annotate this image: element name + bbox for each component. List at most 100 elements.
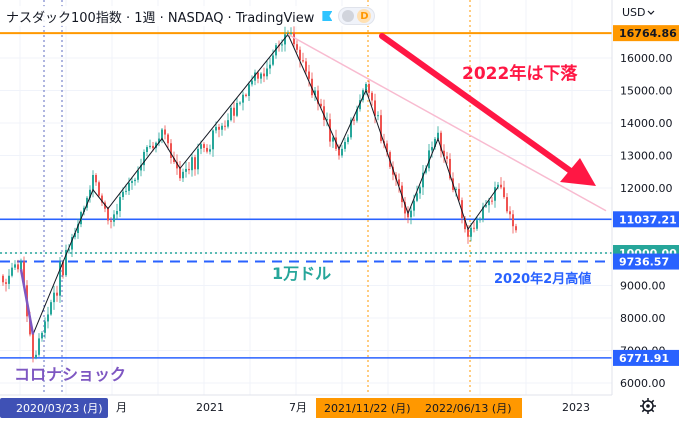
- flag-icon[interactable]: [322, 11, 333, 21]
- candle-body: [89, 189, 91, 198]
- candle-body: [416, 193, 418, 201]
- y-tick-label: 9000.00: [620, 280, 666, 293]
- candle-body: [482, 206, 484, 220]
- candle-body: [239, 102, 241, 104]
- candle-body: [92, 175, 94, 190]
- candle-body: [29, 316, 31, 335]
- y-tick-label: 13000.00: [620, 150, 673, 163]
- y-tick-label: 14000.00: [620, 117, 673, 130]
- candle-body: [404, 202, 406, 214]
- candle-body: [152, 145, 154, 149]
- candle-body: [374, 100, 376, 116]
- candle-body: [323, 106, 325, 120]
- candle-body: [269, 64, 271, 69]
- candle-body: [182, 171, 184, 179]
- candles: [2, 26, 517, 363]
- candle-body: [290, 32, 292, 34]
- candle-body: [143, 151, 145, 166]
- candle-body: [332, 137, 334, 142]
- candle-body: [191, 157, 193, 171]
- candle-body: [32, 334, 34, 358]
- x-tick-jul: 7月: [289, 401, 307, 414]
- candle-body: [137, 170, 139, 180]
- candle-body: [485, 205, 487, 207]
- candle-body: [305, 61, 307, 72]
- candle-body: [446, 156, 448, 159]
- candle-body: [128, 182, 130, 191]
- candle-body: [263, 73, 265, 77]
- candle-body: [125, 190, 127, 192]
- candle-body: [467, 229, 469, 237]
- chart-header: ナスダック100指数 · 1週 · NASDAQ · TradingView D: [6, 6, 380, 26]
- candle-body: [344, 141, 346, 149]
- candle-body: [23, 261, 25, 286]
- candle-body: [116, 211, 118, 215]
- candle-body: [44, 321, 46, 333]
- candle-body: [377, 115, 379, 117]
- candle-body: [257, 72, 259, 79]
- candle-body: [314, 90, 316, 96]
- candle-body: [65, 249, 67, 276]
- visibility-toggle[interactable]: D: [338, 7, 376, 25]
- candle-body: [2, 275, 4, 283]
- candle-body: [164, 129, 166, 135]
- left-date-tag: [0, 398, 108, 418]
- candle-body: [371, 92, 373, 101]
- candle-body: [368, 84, 370, 93]
- candle-body: [500, 184, 502, 188]
- chevron-down-icon[interactable]: [647, 10, 655, 15]
- candle-body: [236, 103, 238, 116]
- candle-body: [140, 165, 142, 171]
- candle-body: [443, 150, 445, 157]
- candle-body: [266, 68, 268, 77]
- candle-body: [110, 220, 112, 222]
- candle-body: [308, 71, 310, 79]
- candle-body: [431, 147, 433, 151]
- candle-body: [407, 213, 409, 218]
- candle-body: [296, 44, 298, 50]
- candle-body: [173, 157, 175, 162]
- candle-body: [359, 100, 361, 110]
- candle-body: [488, 200, 490, 206]
- price-tag-bg: [613, 349, 679, 366]
- candle-body: [95, 175, 97, 183]
- candle-body: [272, 55, 274, 65]
- left-date-label: 2020/03/23 (月): [16, 402, 102, 415]
- candle-body: [221, 125, 223, 130]
- peak-date-label: 2021/11/22 (月): [324, 402, 410, 415]
- candle-body: [230, 107, 232, 121]
- candle-body: [503, 187, 505, 198]
- candle-body: [506, 197, 508, 212]
- candle-body: [497, 184, 499, 188]
- price-axis[interactable]: USD 6000.007000.008000.009000.0010000.00…: [611, 0, 680, 395]
- zigzag-trend-line: [32, 33, 499, 335]
- candle-body: [188, 168, 190, 171]
- candle-body: [167, 134, 169, 144]
- gear-icon[interactable]: [640, 398, 656, 414]
- trend-lines: [19, 33, 607, 335]
- candle-body: [473, 227, 475, 229]
- descending-trend-line: [287, 33, 607, 212]
- d-badge: D: [357, 9, 372, 23]
- time-axis[interactable]: 2021 7月 2023 月 2020/03/23 (月) 2021/11/22…: [0, 394, 680, 420]
- price-tag-top: 16764.86: [619, 27, 677, 40]
- candle-body: [410, 210, 412, 218]
- candle-body: [476, 220, 478, 229]
- candle-body: [242, 94, 244, 103]
- candle-body: [62, 261, 64, 276]
- candle-body: [347, 137, 349, 142]
- candle-body: [68, 249, 70, 251]
- feb-high-annotation: 2020年2月高値: [494, 271, 591, 287]
- candle-body: [53, 292, 55, 303]
- symbol-title[interactable]: ナスダック100指数 · 1週 · NASDAQ · TradingView: [6, 10, 315, 26]
- candle-body: [41, 332, 43, 339]
- candle-body: [491, 200, 493, 202]
- candle-body: [35, 354, 37, 358]
- candle-body: [413, 200, 415, 211]
- candle-body: [8, 275, 10, 284]
- candle-body: [5, 282, 7, 284]
- candle-body: [419, 187, 421, 194]
- covid-crash-annotation: コロナショック: [14, 365, 126, 384]
- y-tick-label: 15000.00: [620, 85, 673, 98]
- candle-body: [215, 126, 217, 131]
